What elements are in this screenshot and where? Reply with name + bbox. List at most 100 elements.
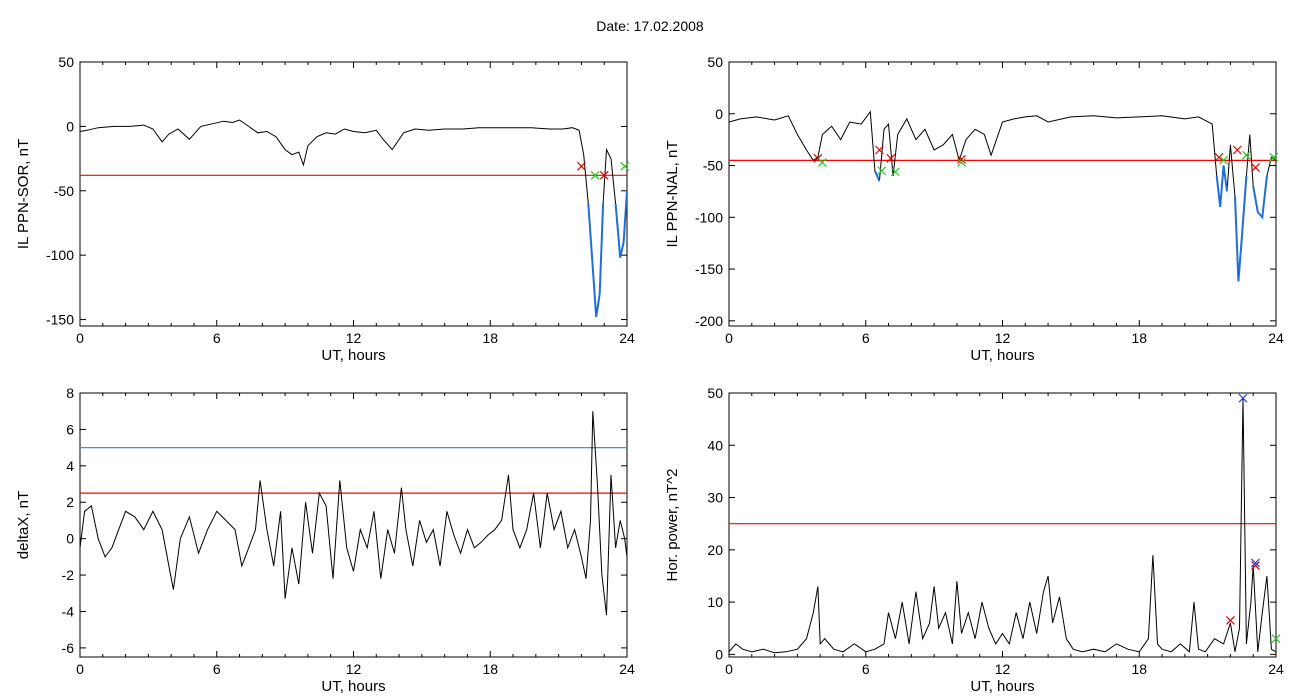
event-marker-blue bbox=[1238, 393, 1248, 403]
x-tick-label: 24 bbox=[1268, 661, 1284, 677]
event-marker-stroke bbox=[599, 170, 609, 180]
event-marker-stroke bbox=[1241, 150, 1251, 160]
y-tick-label: -100 bbox=[695, 209, 723, 225]
event-marker-stroke bbox=[875, 145, 884, 155]
y-tick-label: -200 bbox=[695, 313, 723, 329]
y-tick-label: 0 bbox=[66, 531, 74, 547]
event-marker-blue bbox=[1251, 558, 1260, 568]
x-tick-label: 18 bbox=[482, 661, 498, 677]
x-axis-label: UT, hours bbox=[321, 347, 385, 364]
event-marker-red bbox=[1251, 163, 1260, 173]
series-line bbox=[729, 110, 1276, 282]
event-marker-stroke bbox=[886, 153, 896, 163]
plot-frame bbox=[728, 61, 1277, 327]
event-marker-stroke bbox=[1251, 163, 1260, 173]
event-marker-red bbox=[957, 154, 966, 164]
x-tick-label: 0 bbox=[725, 661, 733, 677]
y-tick-label: 8 bbox=[66, 385, 74, 401]
event-marker-stroke bbox=[1251, 558, 1260, 568]
plot-frame bbox=[79, 61, 628, 327]
y-tick-label: -100 bbox=[46, 247, 74, 263]
y-tick-label: -150 bbox=[46, 312, 74, 328]
event-marker-stroke bbox=[1251, 561, 1260, 570]
event-marker-green bbox=[818, 157, 827, 167]
x-axis-label: UT, hours bbox=[970, 347, 1034, 364]
series-highlight-segment bbox=[1234, 175, 1248, 282]
y-tick-label: 4 bbox=[66, 458, 74, 474]
x-tick-label: 0 bbox=[76, 661, 84, 677]
x-tick-label: 24 bbox=[1268, 330, 1284, 346]
event-marker-red bbox=[1251, 561, 1260, 570]
y-axis-label: deltaX, nT bbox=[15, 491, 32, 559]
x-tick-label: 6 bbox=[213, 330, 221, 346]
panel-2: 0 6 12 18 24 -200 -150 -100 -50 0 50 UT, hours IL PP… bbox=[664, 54, 1284, 364]
event-marker-green bbox=[957, 157, 966, 167]
event-marker-stroke bbox=[1219, 155, 1229, 165]
x-axis-label: UT, hours bbox=[970, 678, 1034, 695]
event-marker-stroke bbox=[576, 161, 586, 171]
x-tick-label: 18 bbox=[482, 330, 498, 346]
plot-frame bbox=[79, 392, 628, 658]
y-tick-label: 0 bbox=[715, 106, 723, 122]
event-marker-green bbox=[1241, 150, 1251, 160]
x-tick-label: 0 bbox=[725, 330, 733, 346]
y-tick-label: -4 bbox=[62, 603, 75, 619]
x-tick-label: 6 bbox=[213, 661, 221, 677]
event-marker-stroke bbox=[957, 154, 966, 164]
series-highlight-segment bbox=[587, 203, 605, 318]
event-marker-green bbox=[1269, 152, 1279, 162]
series-highlight-segment bbox=[1215, 165, 1228, 208]
y-axis-label: IL PPN-NAL, nT bbox=[664, 141, 681, 248]
y-tick-label: 50 bbox=[58, 54, 74, 70]
y-tick-label: 50 bbox=[707, 54, 723, 70]
series-line bbox=[729, 398, 1276, 654]
x-axis-label: UT, hours bbox=[321, 678, 385, 695]
y-tick-label: -2 bbox=[62, 567, 75, 583]
x-tick-label: 0 bbox=[76, 330, 84, 346]
y-tick-label: 6 bbox=[66, 421, 74, 437]
x-tick-label: 24 bbox=[619, 330, 635, 346]
event-marker-stroke bbox=[1225, 615, 1235, 625]
event-marker-stroke bbox=[1232, 145, 1242, 155]
event-marker-stroke bbox=[1271, 634, 1281, 644]
event-marker-stroke bbox=[818, 157, 827, 167]
event-marker-red bbox=[1214, 152, 1224, 162]
y-tick-label: 2 bbox=[66, 494, 74, 510]
y-tick-label: 20 bbox=[707, 542, 723, 558]
y-tick-label: -6 bbox=[62, 640, 75, 656]
x-tick-label: 12 bbox=[995, 661, 1011, 677]
y-tick-label: -50 bbox=[54, 183, 74, 199]
event-marker-red bbox=[599, 170, 609, 180]
event-marker-stroke bbox=[890, 167, 900, 177]
x-tick-label: 12 bbox=[346, 330, 362, 346]
x-tick-label: 6 bbox=[862, 661, 870, 677]
event-marker-stroke bbox=[957, 157, 966, 167]
x-tick-label: 24 bbox=[619, 661, 635, 677]
event-marker-stroke bbox=[1269, 152, 1279, 162]
event-marker-stroke bbox=[590, 170, 600, 180]
y-axis-label: Hor. power, nT^2 bbox=[664, 469, 681, 582]
y-tick-label: 50 bbox=[707, 385, 723, 401]
y-tick-label: 40 bbox=[707, 437, 723, 453]
event-marker-red bbox=[576, 161, 586, 171]
series-highlight-segment bbox=[614, 190, 627, 258]
event-marker-green bbox=[620, 161, 630, 171]
event-marker-stroke bbox=[620, 161, 630, 171]
x-tick-label: 18 bbox=[1131, 661, 1147, 677]
event-marker-green bbox=[877, 166, 887, 176]
y-tick-label: 0 bbox=[66, 118, 74, 134]
y-axis-label: IL PPN-SOR, nT bbox=[15, 139, 32, 249]
y-tick-label: 0 bbox=[715, 646, 723, 662]
panel-4: 0 6 12 18 24 0 10 20 30 40 50 UT, hours Hor. power, … bbox=[664, 385, 1284, 695]
event-marker-green bbox=[590, 170, 600, 180]
panel-1: 0 6 12 18 24 -150 -100 -50 0 50 UT, hours IL PPN-SO… bbox=[15, 54, 635, 364]
event-marker-red bbox=[886, 153, 896, 163]
event-marker-green bbox=[890, 167, 900, 177]
y-tick-label: -150 bbox=[695, 261, 723, 277]
series-line bbox=[80, 411, 627, 616]
event-marker-stroke bbox=[813, 153, 823, 163]
event-marker-red bbox=[875, 145, 884, 155]
plot-frame bbox=[728, 392, 1277, 658]
series-highlight-segment bbox=[873, 170, 881, 182]
